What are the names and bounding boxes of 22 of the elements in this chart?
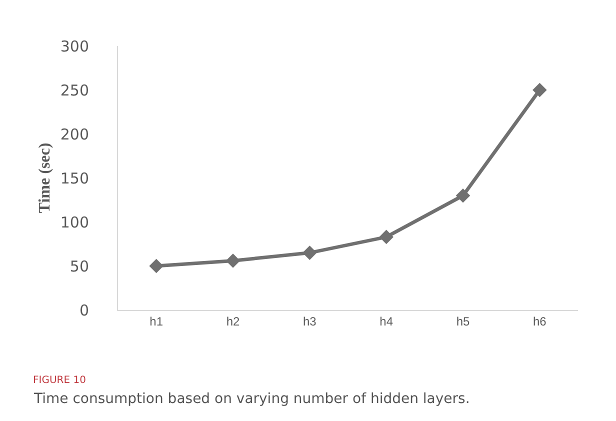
point: [226, 254, 240, 268]
point: [302, 246, 317, 260]
point: [532, 82, 547, 98]
y-tick-label: 250: [60, 81, 89, 100]
point: [379, 230, 394, 244]
x-tick-label: h5: [456, 314, 470, 328]
x-tick-label: h1: [150, 314, 164, 328]
x-tick-label: h4: [380, 314, 394, 328]
x-tick-label: h3: [302, 314, 317, 328]
y-tick-label: 150: [60, 169, 89, 188]
y-axis-title: Time (sec): [36, 142, 54, 214]
y-tick-label: 50: [70, 257, 89, 276]
point: [149, 258, 164, 274]
caption: FIGURE 10: [33, 375, 86, 386]
text: Time consumption based on varying number of hidden layers.: [33, 391, 470, 407]
x-tick-label: h6: [532, 314, 547, 328]
point: [456, 188, 470, 203]
y-tick-label: 0: [79, 301, 89, 320]
y-tick-label: 200: [60, 125, 89, 144]
y-tick-label: 100: [60, 213, 89, 232]
x-tick-label: h2: [226, 314, 240, 328]
y-tick-label: 300: [60, 37, 89, 56]
